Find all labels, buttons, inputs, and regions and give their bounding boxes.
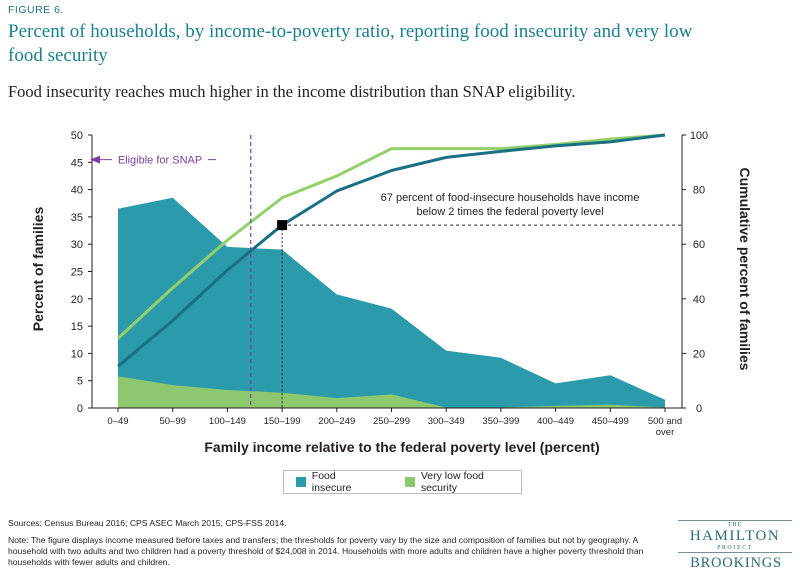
annotation-note-line: below 2 times the federal poverty level — [416, 206, 603, 218]
legend-item-very-low: Very low food security — [405, 470, 521, 494]
y2-axis-title: Cumulative percent of families — [737, 167, 753, 370]
legend-swatch-very-low — [405, 477, 415, 487]
annotation-note-line: 67 percent of food-insecure households h… — [381, 192, 640, 204]
y-tick-label: 45 — [71, 157, 83, 169]
y-tick-label: 50 — [71, 130, 83, 142]
x-tick-label: 0–49 — [107, 416, 128, 427]
legend: Food insecure Very low food security — [283, 470, 522, 494]
y2-tick-label: 0 — [696, 403, 702, 415]
y-tick-label: 0 — [77, 403, 83, 415]
x-tick-label: 100–149 — [209, 416, 246, 427]
y-tick-label: 20 — [71, 294, 83, 306]
food-insecure-area — [118, 197, 665, 408]
marker-67-percent — [277, 220, 288, 231]
x-tick-label: 50–99 — [159, 416, 185, 427]
snap-label: Eligible for SNAP — [118, 155, 202, 167]
x-tick-label: 450–499 — [592, 416, 629, 427]
hamilton-project-logo: THE HAMILTON PROJECT — [678, 520, 792, 553]
x-tick-label: 250–299 — [373, 416, 410, 427]
y-tick-label: 35 — [71, 212, 83, 224]
area-layer — [118, 197, 665, 408]
snap-arrow-head — [90, 155, 100, 164]
y-tick-label: 25 — [71, 267, 83, 279]
very-low-cumulative-line — [116, 133, 666, 340]
y2-tick-label: 100 — [690, 130, 708, 142]
snap-label-bg — [112, 150, 208, 169]
x-tick-label: 400–449 — [537, 416, 574, 427]
x-tick-label: 150–199 — [264, 416, 301, 427]
legend-label-food-insecure: Food insecure — [311, 470, 352, 494]
y2-tick-label: 60 — [693, 239, 705, 251]
x-tick-label: 500 and — [648, 416, 682, 427]
y2-tick-label: 40 — [693, 294, 705, 306]
x-tick-label: over — [656, 427, 674, 438]
food-insecure-cumulative-line — [117, 133, 666, 368]
x-axis-title: Family income relative to the federal po… — [204, 439, 599, 455]
chart-title: Percent of households, by income-to-pove… — [8, 21, 693, 66]
line-layer — [116, 133, 666, 368]
y-tick-label: 5 — [77, 376, 83, 388]
y-axis-title: Percent of families — [30, 207, 46, 332]
methodology-note: Note: The figure displays income measure… — [8, 535, 644, 567]
x-tick-label: 350–399 — [482, 416, 519, 427]
y-tick-label: 15 — [71, 321, 83, 333]
y-tick-label: 40 — [71, 185, 83, 197]
y2-tick-label: 20 — [693, 348, 705, 360]
figure-label: FIGURE 6. — [8, 4, 64, 16]
sources-note: Sources: Census Bureau 2016; CPS ASEC Ma… — [8, 518, 287, 528]
very-low-food-security-area — [118, 376, 665, 408]
y-tick-label: 10 — [71, 348, 83, 360]
logo-name: HAMILTON — [689, 528, 781, 544]
legend-swatch-food-insecure — [296, 477, 306, 487]
y2-tick-label: 80 — [693, 185, 705, 197]
annotation-layer: Eligible for SNAP 67 percent of food-inse… — [90, 135, 682, 408]
logo-project: PROJECT — [717, 545, 753, 551]
y-tick-label: 30 — [71, 239, 83, 251]
legend-label-very-low: Very low food security — [420, 470, 484, 494]
x-tick-label: 200–249 — [318, 416, 355, 427]
logo-the: THE — [727, 522, 743, 528]
legend-item-food-insecure: Food insecure — [296, 470, 377, 494]
chart-subtitle: Food insecurity reaches much higher in t… — [8, 82, 576, 101]
tick-layer: 0 5 10 15 20 25 30 35 40 45 50 0 20 40 60 80 100 0–49 50–9… — [71, 130, 708, 438]
brookings-logo: BROOKINGS — [690, 555, 782, 571]
x-tick-label: 300–349 — [428, 416, 465, 427]
